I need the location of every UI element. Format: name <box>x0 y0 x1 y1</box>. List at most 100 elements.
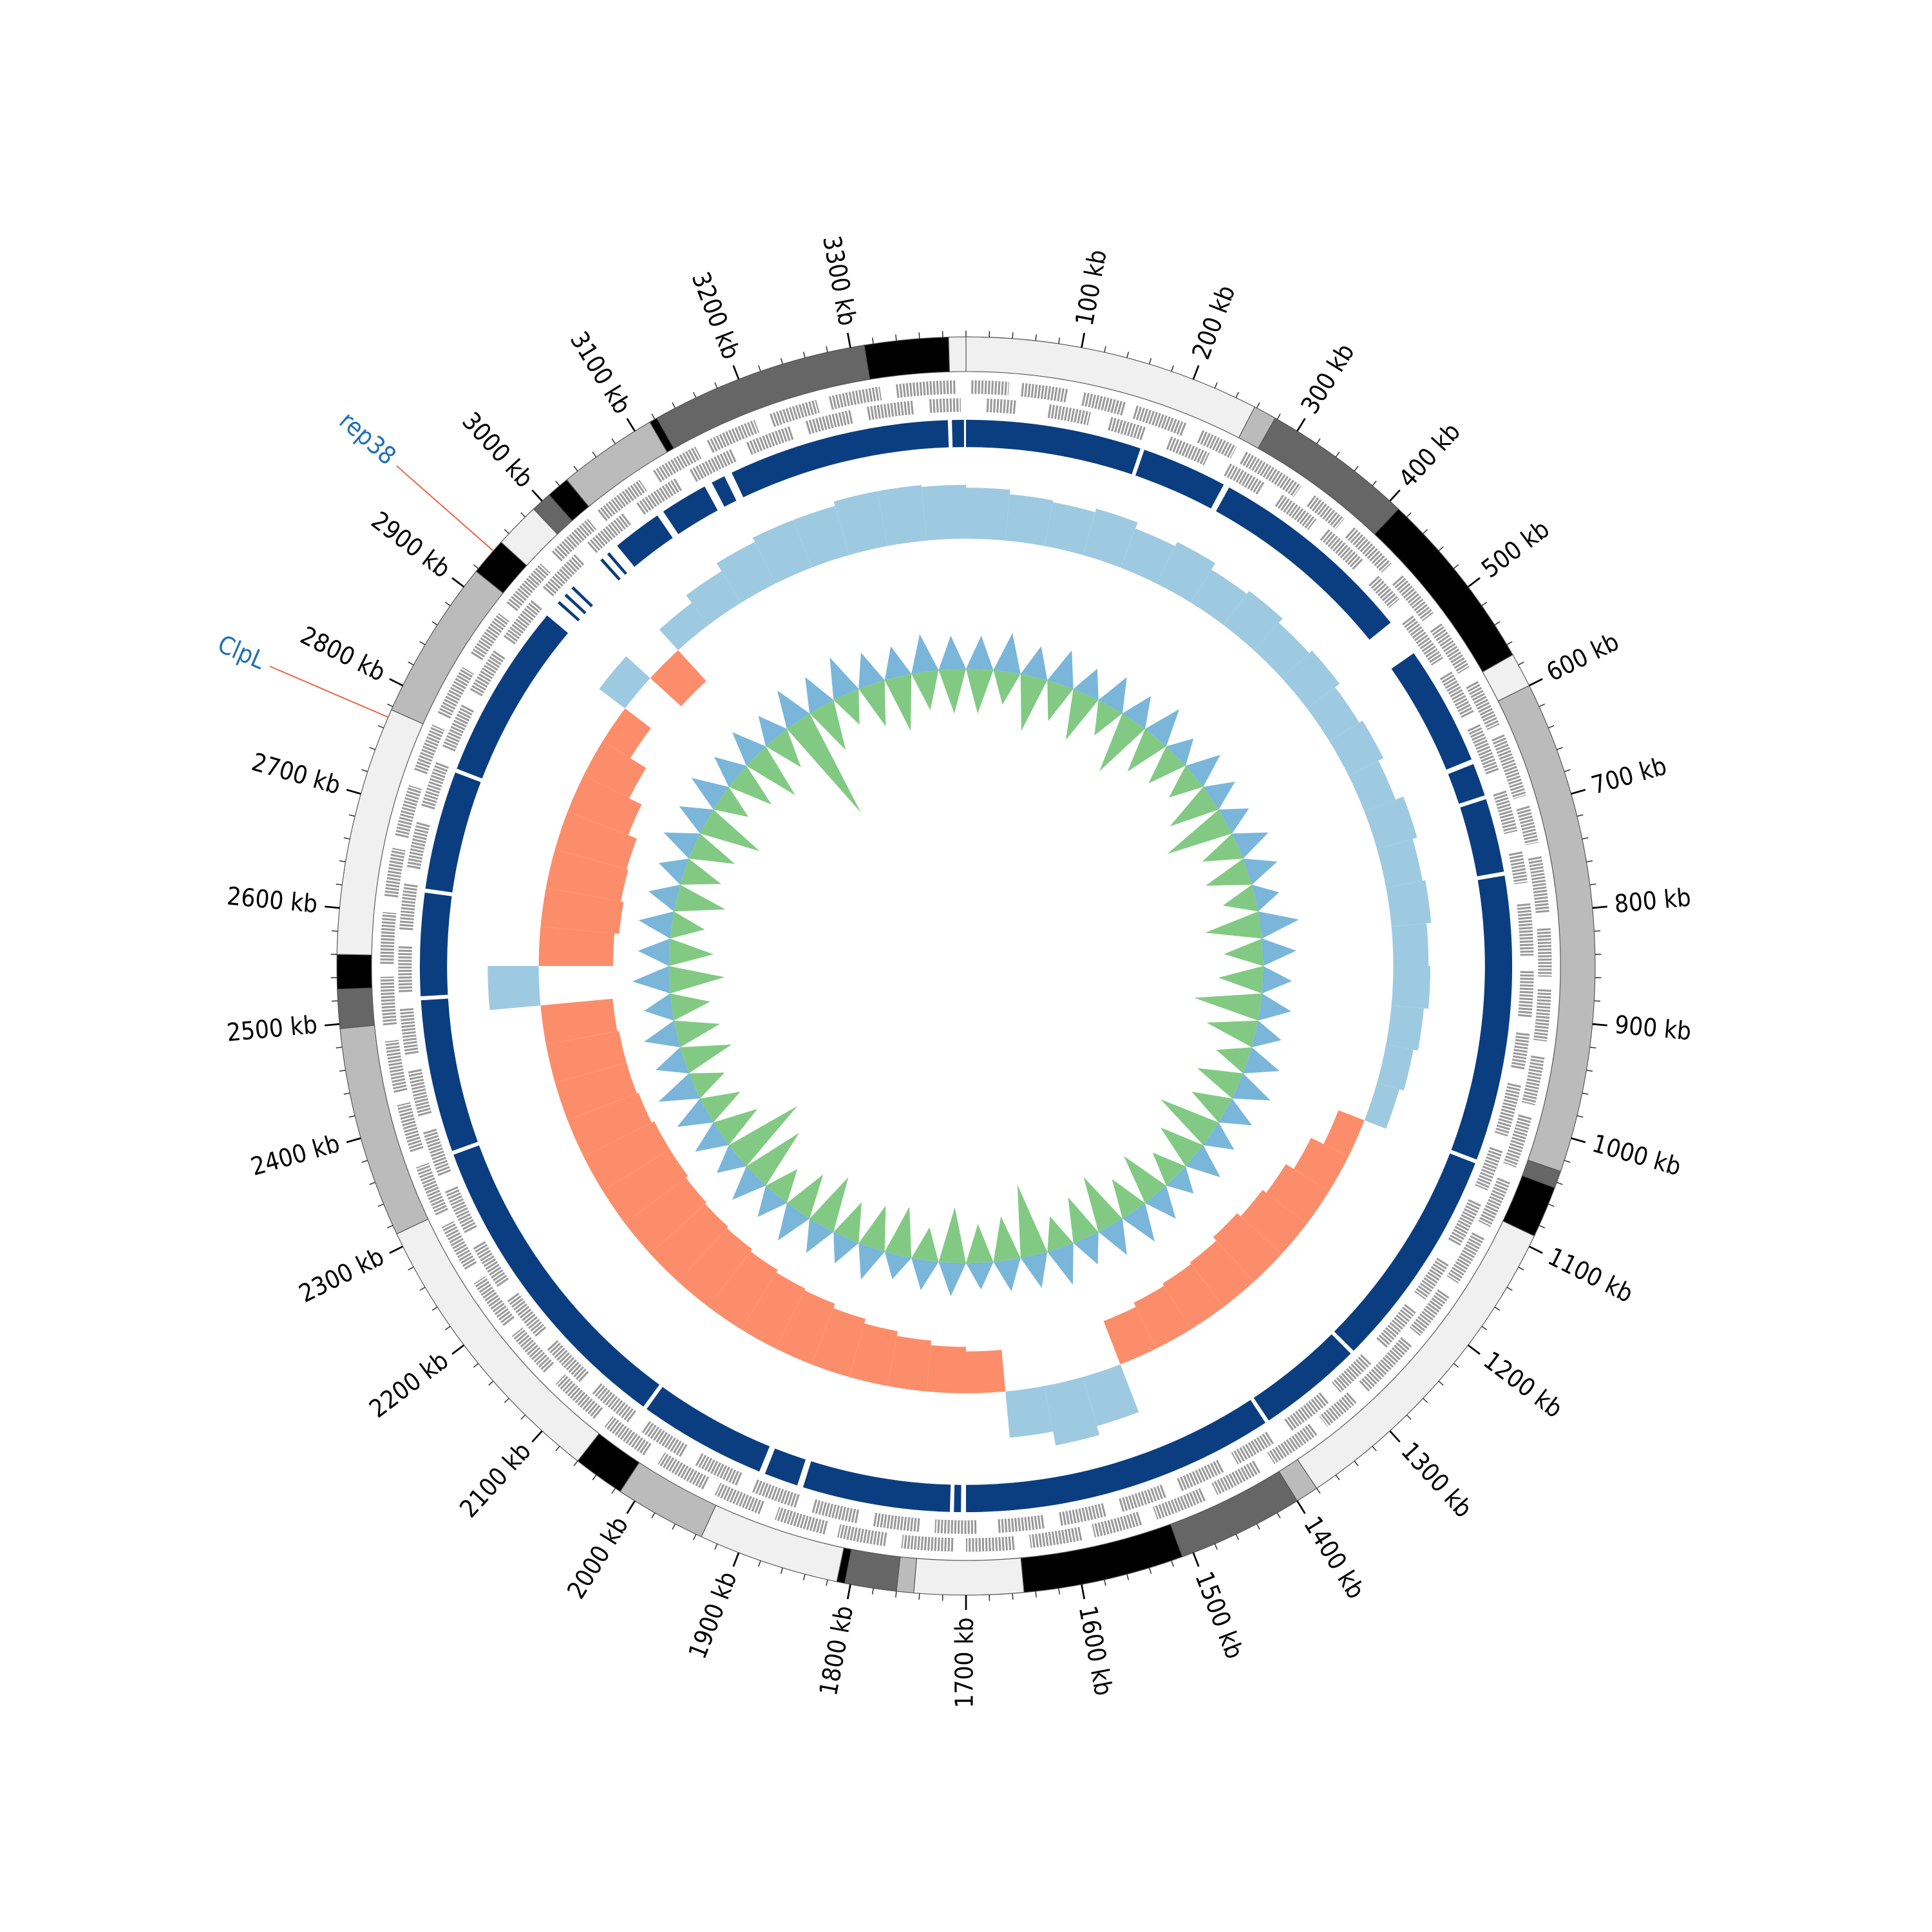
gene <box>1274 495 1317 530</box>
gene <box>1478 1177 1511 1227</box>
minor-tick <box>1548 724 1555 729</box>
gene <box>546 1339 589 1383</box>
minor-tick <box>1453 564 1459 569</box>
gene <box>1517 903 1534 956</box>
gc-skew-bar <box>1329 720 1384 776</box>
gc-content-spike <box>833 1202 862 1244</box>
gene <box>866 401 915 421</box>
gc-content-spike <box>1047 1243 1074 1285</box>
gc-content-spike <box>938 1207 966 1264</box>
gc-skew-bar <box>625 1177 707 1254</box>
gene <box>1224 463 1265 495</box>
gene <box>828 386 882 410</box>
gene <box>965 1536 1015 1552</box>
gc-content-spike <box>1160 1127 1204 1166</box>
gc-content-spike <box>728 766 772 805</box>
gc-skew-bar <box>678 1228 752 1307</box>
gc-skew-bar <box>716 542 776 603</box>
gene <box>901 1535 954 1552</box>
gc-content-spike <box>663 832 700 859</box>
gc-content-spike <box>938 1262 966 1296</box>
gc-content-spike <box>966 668 994 714</box>
major-tick <box>1192 1552 1200 1567</box>
major-tick <box>732 1552 740 1567</box>
gc-content-spike <box>677 1098 714 1127</box>
band <box>336 954 373 990</box>
minor-tick <box>758 1560 761 1567</box>
gc-skew-bar <box>1044 502 1095 555</box>
gene <box>1516 806 1539 846</box>
major-tick <box>1592 905 1607 909</box>
gc-skew-bar <box>1386 880 1432 927</box>
gene <box>1319 1392 1357 1427</box>
gc-content-spike <box>1083 1177 1122 1233</box>
gene <box>551 518 597 562</box>
gc-skew-bar <box>659 603 709 650</box>
gc-skew-bar <box>650 650 706 706</box>
minor-tick <box>1104 346 1106 353</box>
gene <box>770 399 820 427</box>
minor-tick <box>343 837 350 840</box>
minor-tick <box>780 1567 784 1574</box>
gc-content-spike <box>911 1258 939 1291</box>
gc-content-spike <box>1017 1184 1048 1258</box>
gc-content-spike <box>668 966 725 994</box>
major-tick <box>531 489 543 502</box>
minor-tick <box>1586 860 1593 863</box>
gc-content-spike <box>1166 1166 1194 1194</box>
minor-tick <box>1104 1579 1106 1586</box>
gene <box>1197 430 1237 459</box>
gene <box>1392 575 1434 621</box>
gene <box>415 1162 449 1216</box>
gc-skew-bar <box>793 506 849 568</box>
minor-tick <box>1012 1593 1014 1600</box>
minor-tick <box>692 1534 697 1540</box>
gc-content-spike <box>1047 1216 1074 1252</box>
segment <box>419 892 452 996</box>
minor-tick <box>348 814 355 817</box>
band <box>337 987 375 1029</box>
gene <box>395 784 422 838</box>
segment <box>607 552 627 575</box>
gene <box>384 1039 408 1093</box>
gene <box>1409 1289 1450 1336</box>
gene <box>1537 928 1552 977</box>
gene <box>506 1291 547 1337</box>
major-tick <box>1467 577 1481 588</box>
gc-content-spike <box>1065 688 1099 741</box>
minor-tick <box>555 480 560 486</box>
segment <box>1451 875 1513 1160</box>
gc-skew-bar <box>540 998 618 1045</box>
gc-content-spike <box>858 1243 885 1280</box>
gc-content-spike <box>1203 781 1235 810</box>
minor-tick <box>918 1593 920 1600</box>
minor-tick <box>431 1306 438 1311</box>
segment <box>1334 1153 1475 1351</box>
gc-content-spike <box>746 746 795 795</box>
gc-content-spike <box>1127 728 1166 772</box>
gc-content-spike <box>695 1122 729 1152</box>
gc-skew-bar <box>1253 623 1309 679</box>
gc-skew-bar <box>922 484 966 541</box>
minor-tick <box>1557 1182 1563 1186</box>
gc-content-spike <box>1073 1232 1099 1265</box>
gc-skew-bar <box>1156 542 1216 603</box>
gene <box>384 848 406 898</box>
gc-content-spike <box>1205 858 1252 886</box>
gene <box>408 1068 432 1117</box>
gc-skew-bar <box>488 966 541 1010</box>
gc-content-spike <box>632 966 670 994</box>
gc-content-spike <box>1224 938 1264 966</box>
gene <box>598 479 647 522</box>
gc-content-spike <box>1112 1179 1146 1219</box>
gene <box>971 380 1010 395</box>
gene <box>414 724 445 775</box>
gc-content-spike <box>1145 708 1180 746</box>
tick-label: 900 kb <box>1613 1010 1692 1046</box>
gene <box>472 1240 509 1287</box>
gene <box>1153 1488 1206 1520</box>
gc-skew-bar <box>926 1345 966 1394</box>
gc-content-spike <box>829 657 859 700</box>
minor-tick <box>419 1287 426 1291</box>
